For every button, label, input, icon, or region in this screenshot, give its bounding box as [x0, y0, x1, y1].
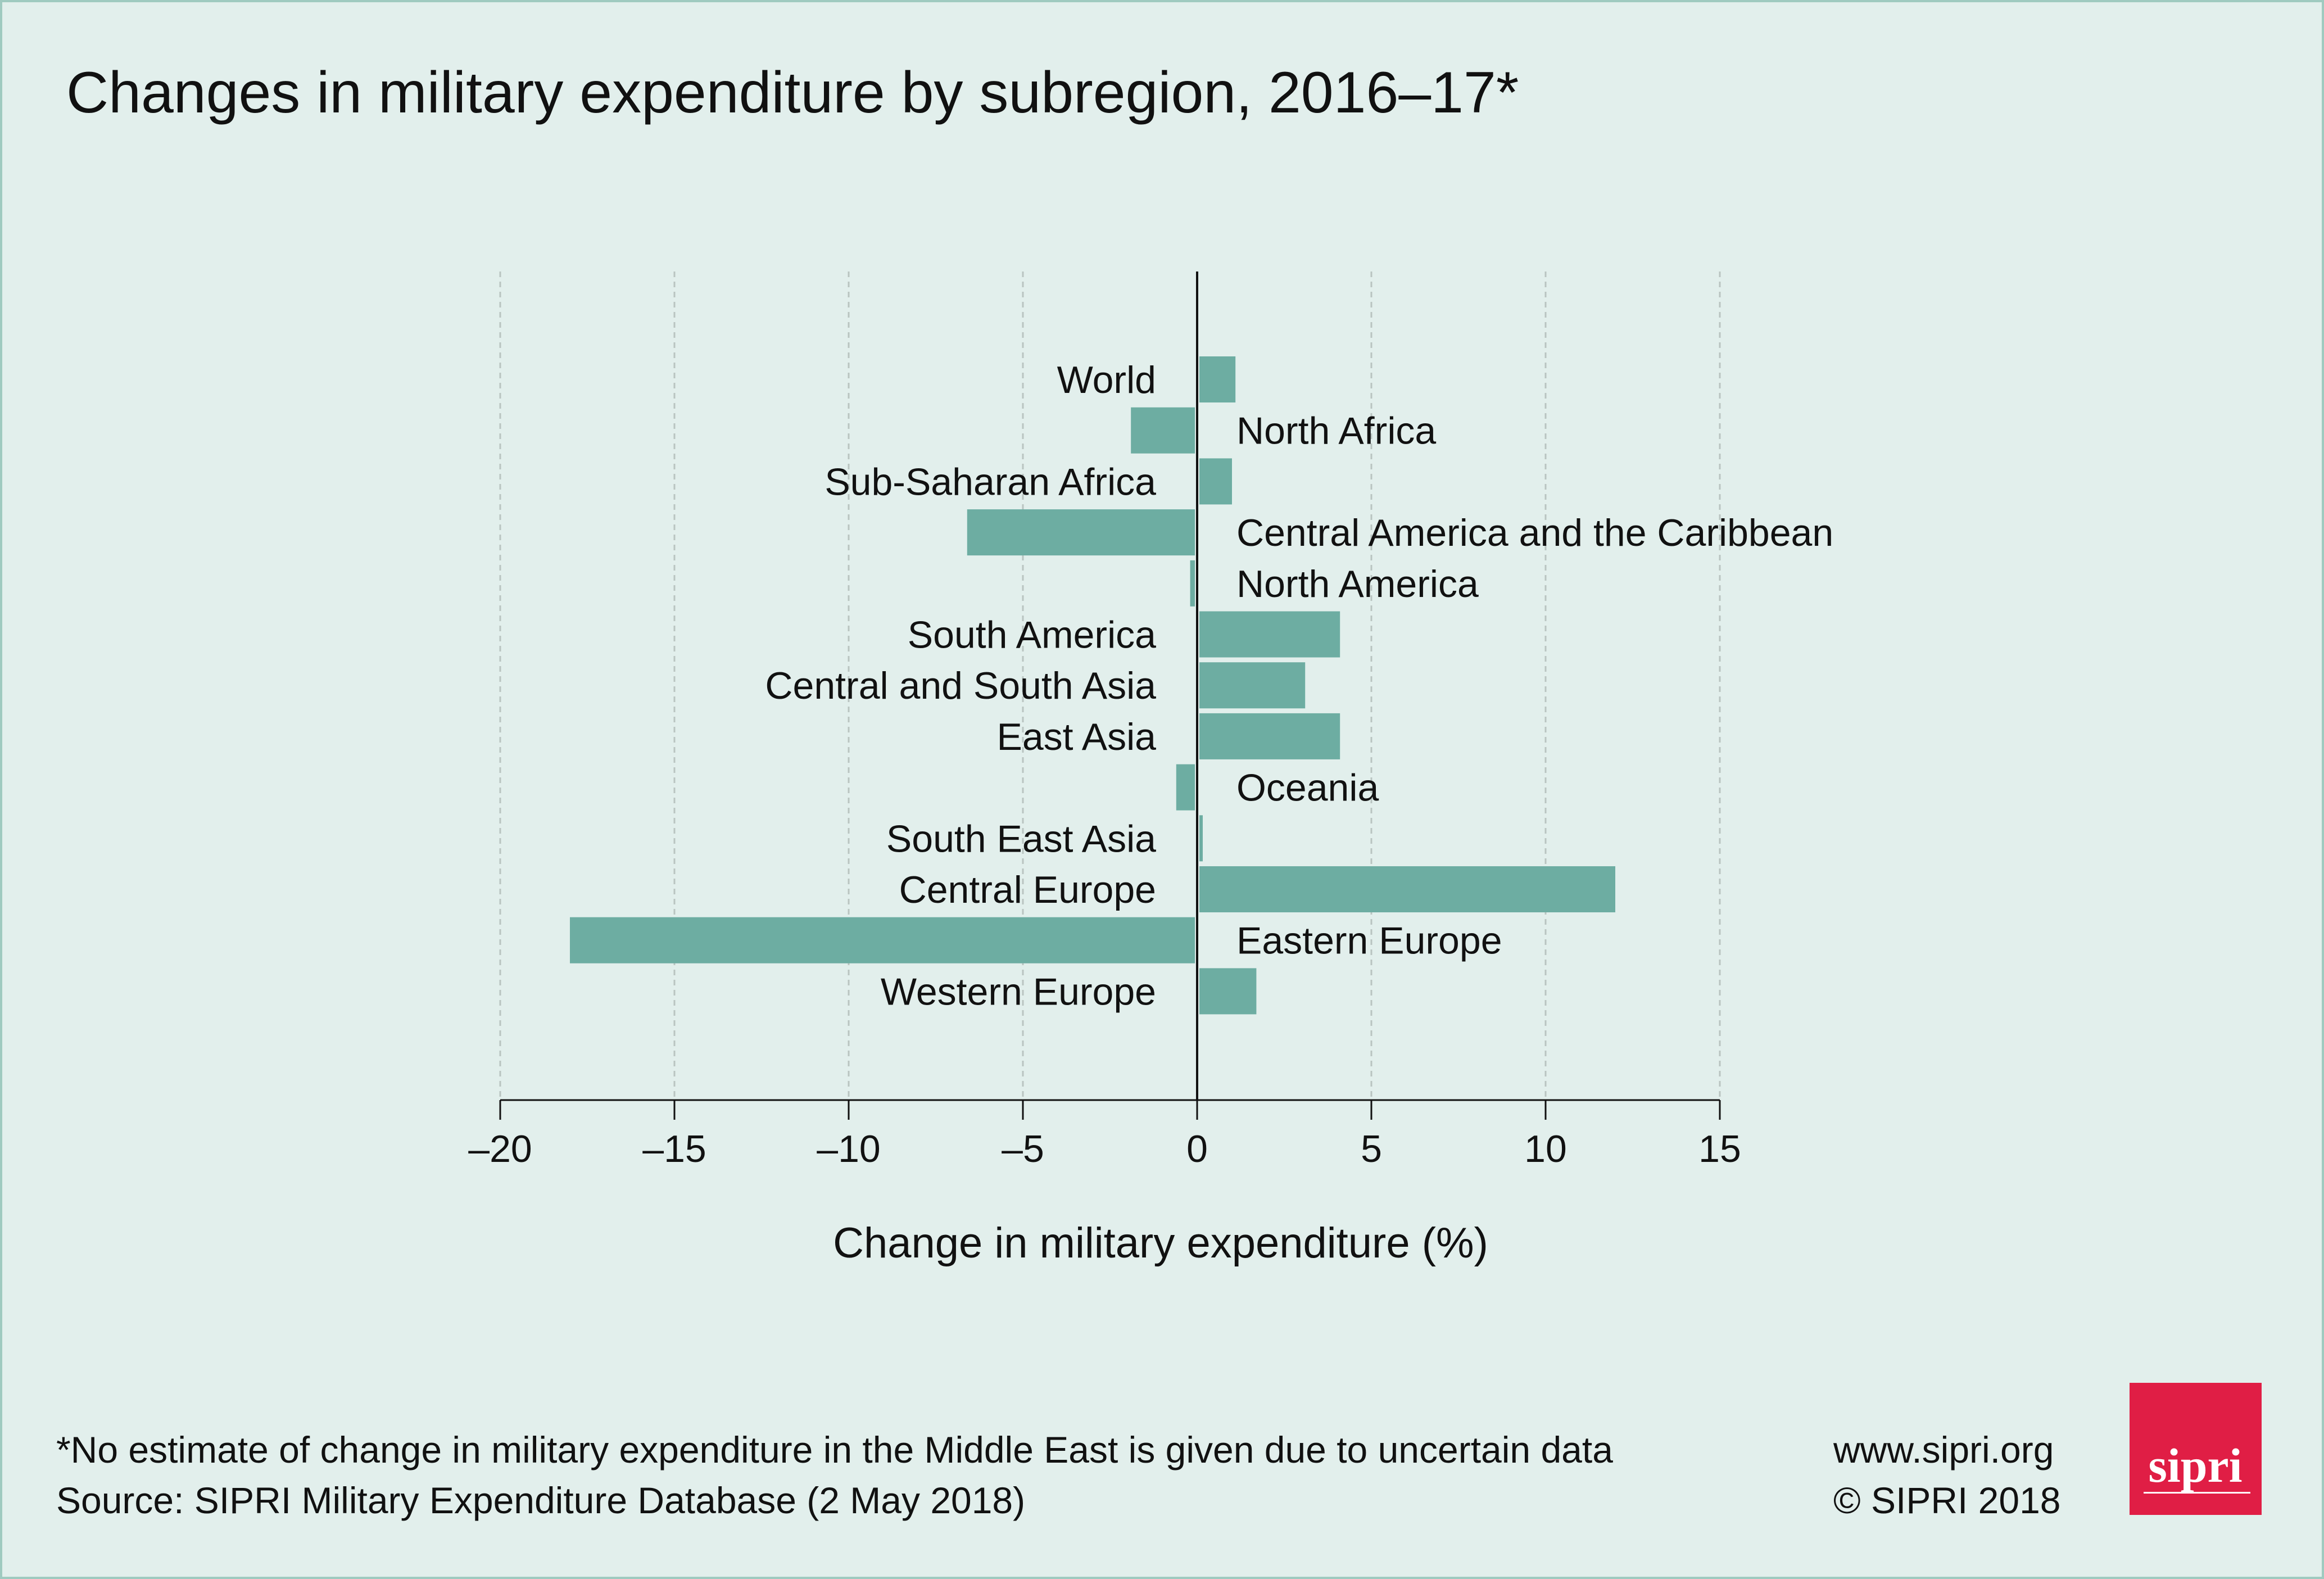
- tick-label: –5: [1002, 1128, 1044, 1170]
- bar: [570, 917, 1195, 963]
- chart-title: Changes in military expenditure by subre…: [66, 60, 1519, 125]
- bar: [1131, 407, 1195, 454]
- category-label: Eastern Europe: [1236, 920, 1502, 962]
- category-label: World: [1057, 359, 1156, 401]
- category-label: South East Asia: [886, 817, 1156, 860]
- category-label: North Africa: [1236, 410, 1436, 453]
- bar: [967, 509, 1195, 556]
- category-label: Western Europe: [881, 970, 1156, 1013]
- source: Source: SIPRI Military Expenditure Datab…: [56, 1480, 1025, 1521]
- tick-label: –15: [642, 1128, 706, 1170]
- tick-label: –10: [817, 1128, 880, 1170]
- footnote: *No estimate of change in military expen…: [56, 1429, 1613, 1471]
- bar: [1199, 662, 1306, 709]
- sipri-logo: sipri: [2130, 1383, 2262, 1515]
- bar: [1199, 356, 1236, 402]
- bar: [1176, 764, 1195, 811]
- category-labels: World North Africa Sub-Saharan Africa Centr…: [765, 359, 1833, 1013]
- bar: [1199, 458, 1232, 505]
- category-label: South America: [908, 614, 1156, 657]
- tick-label: –20: [468, 1128, 532, 1170]
- tick-label: 15: [1698, 1128, 1741, 1170]
- category-label: Oceania: [1236, 767, 1379, 809]
- bar: [1199, 815, 1203, 862]
- bar: [1199, 713, 1340, 759]
- bar: [1199, 968, 1257, 1015]
- tick-label: 0: [1186, 1128, 1208, 1170]
- bar: [1199, 866, 1615, 912]
- category-label: North America: [1236, 563, 1479, 605]
- bar: [1190, 560, 1195, 607]
- svg-text:sipri: sipri: [2148, 1438, 2242, 1492]
- category-label: Central Europe: [899, 868, 1156, 911]
- category-label: Central and South Asia: [765, 664, 1156, 707]
- category-label: East Asia: [997, 716, 1157, 758]
- x-axis-title: Change in military expenditure (%): [833, 1219, 1488, 1267]
- bars: [570, 356, 1615, 1015]
- category-label: Central America and the Caribbean: [1236, 512, 1833, 554]
- category-label: Sub-Saharan Africa: [825, 460, 1156, 503]
- bar: [1199, 611, 1340, 658]
- tick-label: 5: [1361, 1128, 1382, 1170]
- copyright: © SIPRI 2018: [1833, 1480, 2061, 1521]
- website-link[interactable]: www.sipri.org: [1833, 1429, 2054, 1471]
- tick-label: 10: [1524, 1128, 1567, 1170]
- x-axis: –20 –15 –10 –5 0 5 10 15: [468, 272, 1741, 1170]
